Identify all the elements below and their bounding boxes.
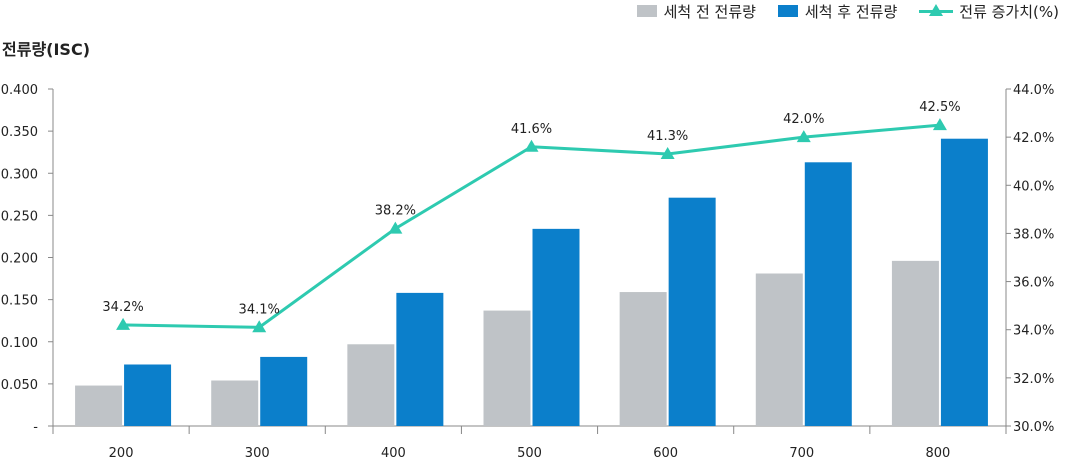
bar-after <box>260 356 308 426</box>
y-tick-label-left: 0.100 <box>1 336 38 351</box>
chart-legend: 세척 전 전류량 세척 후 전류량 전류 증가치(%) <box>615 0 1059 22</box>
legend-item-after: 세척 후 전류량 <box>777 1 898 22</box>
y-tick-label-right: 36.0% <box>1013 276 1054 291</box>
bar-after <box>668 197 716 426</box>
legend-item-before: 세척 전 전류량 <box>636 1 756 22</box>
x-tick-label: 200 <box>109 446 134 460</box>
bar-before <box>891 260 939 426</box>
y-tick-label-left: 0.300 <box>1 167 38 182</box>
bar-after <box>532 228 580 426</box>
increase-data-label: 41.6% <box>511 122 552 137</box>
increase-point <box>524 139 539 152</box>
legend-label-after: 세척 후 전류량 <box>804 2 898 21</box>
bar-before <box>619 292 667 426</box>
increase-point <box>252 320 267 333</box>
y-tick-label-right: 30.0% <box>1013 420 1054 435</box>
x-tick-label: 600 <box>653 446 678 460</box>
increase-point <box>388 221 403 234</box>
y-tick-label-left: 0.250 <box>1 209 38 224</box>
legend-item-increase: 전류 증가치(%) <box>919 1 1059 22</box>
increase-data-label: 41.3% <box>647 129 688 144</box>
y-tick-label-right: 34.0% <box>1013 324 1054 339</box>
x-tick-label: 500 <box>517 446 542 460</box>
x-tick-label: 300 <box>245 446 270 460</box>
bar-after <box>396 292 444 426</box>
bar-before <box>755 273 803 426</box>
y-tick-label-left: 0.400 <box>1 83 38 98</box>
x-tick-label: 700 <box>789 446 814 460</box>
y-tick-label-right: 38.0% <box>1013 227 1054 242</box>
bar-after <box>940 138 988 426</box>
legend-swatch-before <box>636 5 657 17</box>
legend-swatch-increase <box>919 4 954 18</box>
increase-data-label: 38.2% <box>375 204 416 219</box>
x-tick-label: 400 <box>381 446 406 460</box>
y-tick-label-right: 44.0% <box>1013 83 1054 98</box>
y-tick-label-right: 32.0% <box>1013 372 1054 387</box>
increase-point <box>660 146 675 159</box>
increase-point <box>116 317 131 330</box>
y-tick-label-right: 40.0% <box>1013 179 1054 194</box>
bar-before <box>347 344 395 426</box>
increase-data-label: 34.2% <box>102 300 143 315</box>
y-tick-label-left: 0.050 <box>1 378 38 393</box>
increase-point <box>796 130 811 143</box>
bar-before <box>483 310 531 426</box>
increase-data-label: 34.1% <box>239 302 280 317</box>
y-tick-label-left: 0.150 <box>1 294 38 309</box>
bar-after <box>804 162 852 427</box>
legend-swatch-after <box>777 5 798 17</box>
y-tick-label-left: 0.200 <box>1 252 38 267</box>
increase-point <box>932 118 947 131</box>
legend-label-increase: 전류 증가치(%) <box>959 2 1059 21</box>
increase-data-label: 42.5% <box>919 100 960 115</box>
bar-before <box>211 380 259 426</box>
y-tick-label-left: - <box>33 420 38 435</box>
y-tick-label-right: 42.0% <box>1013 131 1054 146</box>
y-tick-label-left: 0.350 <box>1 125 38 140</box>
increase-data-label: 42.0% <box>783 112 824 127</box>
bar-before <box>75 385 123 426</box>
bar-after <box>124 364 172 426</box>
chart-title: 전류량(ISC) <box>2 40 91 59</box>
x-tick-label: 800 <box>926 446 951 460</box>
legend-label-before: 세척 전 전류량 <box>663 2 756 21</box>
